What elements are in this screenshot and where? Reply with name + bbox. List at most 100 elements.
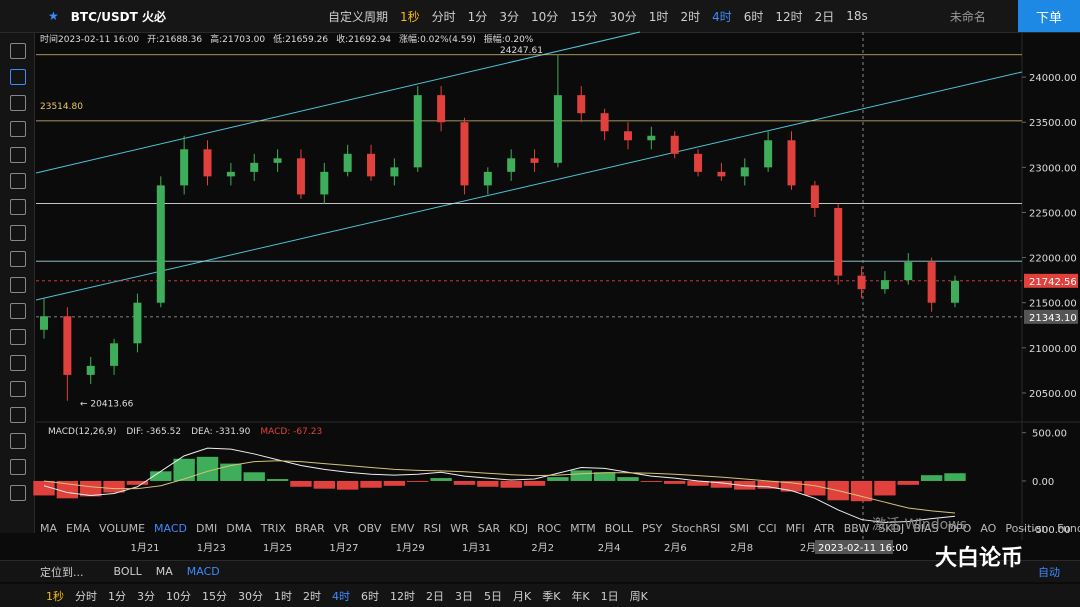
period[interactable]: 1时 bbox=[648, 9, 669, 24]
period[interactable]: 分时 bbox=[431, 9, 456, 24]
tool-icon[interactable] bbox=[10, 459, 26, 475]
indicator-tab[interactable]: DMA bbox=[226, 522, 252, 535]
indicator-tab[interactable]: BRAR bbox=[294, 522, 325, 535]
period[interactable]: 分时 bbox=[75, 589, 97, 603]
period[interactable]: 2时 bbox=[680, 9, 701, 24]
period[interactable]: 10分 bbox=[166, 589, 191, 603]
indicator-tab[interactable]: MFI bbox=[785, 522, 805, 535]
period[interactable]: 2时 bbox=[303, 589, 321, 603]
candle-body bbox=[857, 275, 866, 290]
indicator[interactable]: BOLL bbox=[113, 565, 142, 578]
period[interactable]: 1秒 bbox=[400, 9, 420, 24]
tool-icon[interactable] bbox=[10, 251, 26, 267]
period[interactable]: 1分 bbox=[467, 9, 488, 24]
period[interactable]: 12时 bbox=[775, 9, 803, 24]
candle-body bbox=[343, 153, 352, 172]
indicator-tab[interactable]: OBV bbox=[358, 522, 382, 535]
period[interactable]: 30分 bbox=[238, 589, 263, 603]
indicator-tab[interactable]: VOLUME bbox=[98, 522, 146, 535]
period[interactable]: 3分 bbox=[499, 9, 519, 24]
period[interactable]: 1秒 bbox=[46, 589, 64, 603]
tool-icon[interactable] bbox=[10, 225, 26, 241]
period[interactable]: 月K bbox=[513, 589, 532, 603]
period[interactable]: 3日 bbox=[455, 589, 473, 603]
indicator-tab[interactable]: EMA bbox=[66, 522, 90, 535]
period[interactable]: 6时 bbox=[743, 9, 764, 24]
indicator-tab[interactable]: SKDJ bbox=[878, 522, 905, 535]
custom-period[interactable]: 自定义周期 bbox=[328, 9, 389, 24]
tool-icon[interactable] bbox=[10, 407, 26, 423]
macd-bar bbox=[593, 472, 616, 481]
period[interactable]: 2日 bbox=[426, 589, 444, 603]
period[interactable]: 3分 bbox=[137, 589, 155, 603]
low-label: ← 20413.66 bbox=[80, 400, 134, 410]
period[interactable]: 2日 bbox=[814, 9, 835, 24]
indicator-tab[interactable]: DMI bbox=[196, 522, 218, 535]
candle-body bbox=[40, 316, 48, 330]
indicator-tab[interactable]: DPO bbox=[947, 522, 972, 535]
indicator-tab[interactable]: KDJ bbox=[509, 522, 529, 535]
indicator-tab[interactable]: MTM bbox=[570, 522, 596, 535]
tool-icon[interactable] bbox=[10, 381, 26, 397]
tool-icon[interactable] bbox=[10, 147, 26, 163]
indicator-tab[interactable]: TRIX bbox=[260, 522, 286, 535]
period[interactable]: 15分 bbox=[202, 589, 227, 603]
candle-body bbox=[577, 95, 586, 114]
period[interactable]: 1分 bbox=[108, 589, 126, 603]
period[interactable]: 30分 bbox=[609, 9, 637, 24]
tool-icon[interactable] bbox=[10, 433, 26, 449]
tool-icon[interactable] bbox=[10, 355, 26, 371]
tool-icon[interactable] bbox=[10, 329, 26, 345]
candle-body bbox=[553, 95, 562, 163]
tool-icon[interactable] bbox=[10, 69, 26, 85]
indicator-tab[interactable]: ATR bbox=[813, 522, 835, 535]
tool-icon[interactable] bbox=[10, 485, 26, 501]
period[interactable]: 5日 bbox=[484, 589, 502, 603]
locate[interactable]: 定位到... bbox=[40, 565, 84, 579]
period[interactable]: 4时 bbox=[332, 589, 350, 603]
period[interactable]: 10分 bbox=[530, 9, 559, 24]
indicator-tab[interactable]: RSI bbox=[423, 522, 442, 535]
indicator-tab[interactable]: MA bbox=[40, 522, 58, 535]
star[interactable]: ★ bbox=[48, 9, 59, 23]
indicator-tab[interactable]: Fundflow bbox=[1057, 522, 1080, 535]
tool-icon[interactable] bbox=[10, 277, 26, 293]
indicator-tab[interactable]: Position bbox=[1005, 522, 1049, 535]
auto[interactable]: 自动 bbox=[1038, 565, 1060, 579]
indicator-tab[interactable]: CCI bbox=[758, 522, 777, 535]
tool-icon[interactable] bbox=[10, 303, 26, 319]
indicator-tab[interactable]: MACD bbox=[154, 522, 188, 535]
period[interactable]: 1时 bbox=[274, 589, 292, 603]
period[interactable]: 周K bbox=[629, 589, 648, 603]
layout-name[interactable]: 未命名 bbox=[949, 9, 986, 24]
period[interactable]: 1日 bbox=[600, 589, 619, 603]
indicator-tab[interactable]: BOLL bbox=[604, 522, 634, 535]
period[interactable]: 15分 bbox=[570, 9, 598, 24]
period[interactable]: 季K bbox=[542, 589, 561, 603]
indicator[interactable]: MA bbox=[155, 565, 173, 578]
indicator-tab[interactable]: SMI bbox=[729, 522, 750, 535]
indicator-tab[interactable]: BBW bbox=[843, 522, 870, 535]
tool-icon[interactable] bbox=[10, 121, 26, 137]
tool-icon[interactable] bbox=[10, 43, 26, 59]
period[interactable]: 12时 bbox=[390, 589, 415, 603]
indicator-tab[interactable]: StochRSI bbox=[671, 522, 721, 535]
candle-body bbox=[717, 171, 726, 177]
symbol[interactable]: BTC/USDT 火必 bbox=[70, 9, 166, 24]
period[interactable]: 4时 bbox=[712, 9, 732, 24]
tool-icon[interactable] bbox=[10, 173, 26, 189]
indicator-tab[interactable]: BIAS bbox=[913, 522, 939, 535]
indicator-tab[interactable]: ROC bbox=[537, 522, 562, 535]
indicator-tab[interactable]: SAR bbox=[477, 522, 501, 535]
tool-icon[interactable] bbox=[10, 199, 26, 215]
indicator-tab[interactable]: AO bbox=[980, 522, 997, 535]
indicator-tab[interactable]: PSY bbox=[642, 522, 663, 535]
period[interactable]: 6时 bbox=[361, 589, 379, 603]
indicator-tab[interactable]: WR bbox=[450, 522, 469, 535]
indicator-tab[interactable]: EMV bbox=[390, 522, 415, 535]
order-button[interactable]: 下单 bbox=[1018, 0, 1080, 32]
indicator[interactable]: MACD bbox=[186, 565, 220, 578]
tool-icon[interactable] bbox=[10, 95, 26, 111]
indicator-tab[interactable]: VR bbox=[333, 522, 349, 535]
period[interactable]: 年K bbox=[571, 589, 590, 603]
